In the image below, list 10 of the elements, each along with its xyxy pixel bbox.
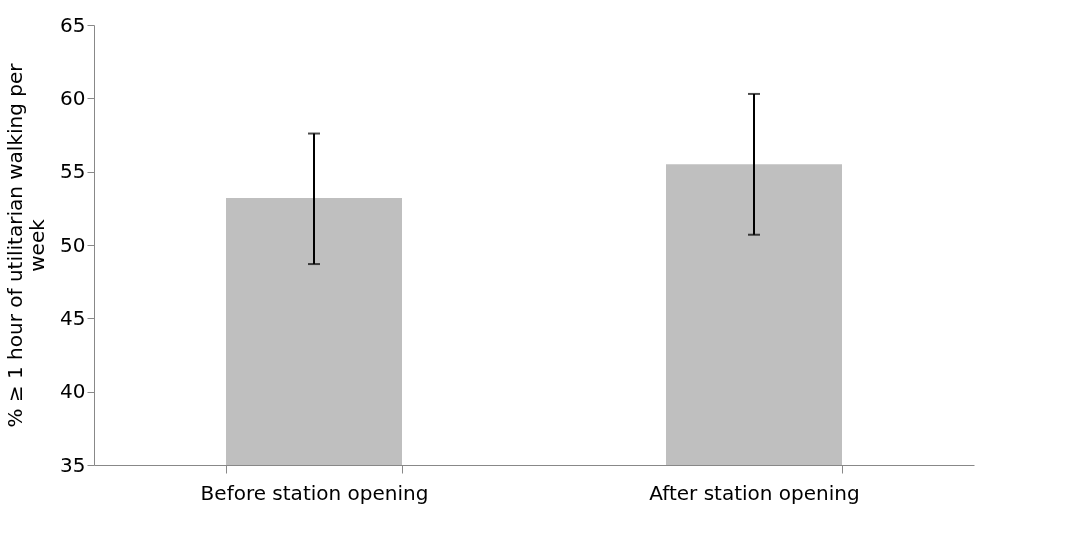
y-tick-label: 45: [60, 305, 86, 330]
y-tick-label: 65: [60, 12, 86, 37]
y-tick-label: 50: [60, 232, 86, 257]
x-tick-label: Before station opening: [200, 480, 429, 505]
y-tick-label: 55: [60, 159, 86, 184]
x-tick-label: After station opening: [649, 480, 860, 505]
y-tick-label: 35: [60, 452, 86, 477]
y-axis-title: % ≥ 1 hour of utilitarian walking per week: [3, 62, 50, 428]
y-tick-label: 40: [60, 379, 86, 404]
y-tick-label: 60: [60, 85, 86, 110]
